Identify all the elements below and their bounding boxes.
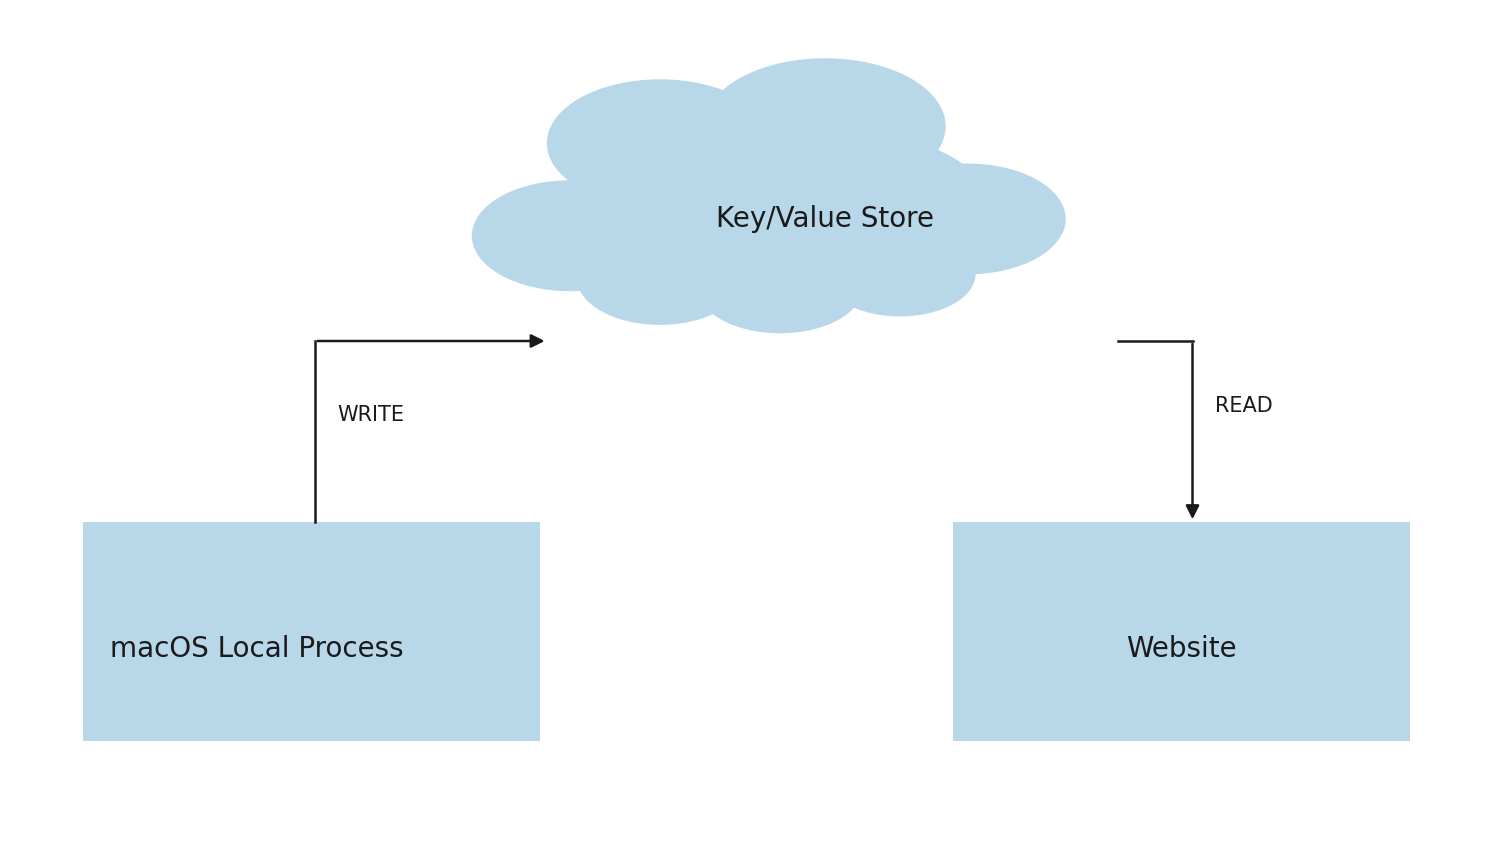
Text: READ: READ [1215, 397, 1272, 416]
Text: WRITE: WRITE [338, 405, 405, 424]
Ellipse shape [578, 232, 742, 324]
Ellipse shape [548, 80, 772, 206]
Ellipse shape [705, 59, 945, 194]
Ellipse shape [870, 164, 1065, 274]
Ellipse shape [720, 135, 990, 286]
FancyBboxPatch shape [82, 522, 540, 741]
Text: Key/Value Store: Key/Value Store [716, 205, 934, 233]
Text: Website: Website [1126, 635, 1236, 663]
Ellipse shape [472, 181, 668, 290]
Ellipse shape [622, 97, 878, 240]
Ellipse shape [555, 143, 855, 312]
Text: macOS Local Process: macOS Local Process [110, 635, 404, 663]
Ellipse shape [825, 232, 975, 316]
FancyBboxPatch shape [952, 522, 1410, 741]
Ellipse shape [698, 240, 862, 333]
